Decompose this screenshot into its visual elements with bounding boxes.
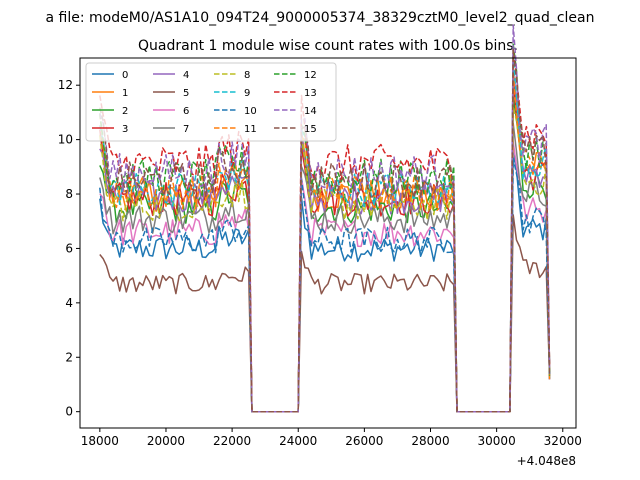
chart-title: Quadrant 1 module wise count rates with … <box>138 38 518 54</box>
x-tick-label: 20000 <box>147 434 185 448</box>
legend-label-3: 3 <box>122 124 128 135</box>
series-line-15 <box>99 48 551 413</box>
legend-label-9: 9 <box>244 88 250 99</box>
legend-label-0: 0 <box>122 70 128 81</box>
legend-label-14: 14 <box>304 106 317 117</box>
legend-label-8: 8 <box>244 70 250 81</box>
y-tick-label: 12 <box>58 78 73 92</box>
x-tick-label: 24000 <box>279 434 317 448</box>
y-tick-label: 2 <box>65 350 73 364</box>
figure-suptitle: a file: modeM0/AS1A10_094T24_9000005374_… <box>46 10 595 26</box>
legend-box <box>85 62 337 142</box>
legend-label-7: 7 <box>183 124 189 135</box>
x-tick-label: 28000 <box>411 434 449 448</box>
legend-label-6: 6 <box>183 106 189 117</box>
y-tick-label: 0 <box>65 405 73 419</box>
x-tick-label: 26000 <box>345 434 383 448</box>
y-tick-label: 10 <box>58 133 73 147</box>
series-layer <box>99 24 551 413</box>
legend-label-4: 4 <box>183 70 189 81</box>
x-tick-label: 18000 <box>81 434 119 448</box>
series-line-5 <box>99 214 551 413</box>
x-tick-label: 32000 <box>544 434 582 448</box>
y-tick-label: 4 <box>65 296 73 310</box>
legend-label-1: 1 <box>122 88 128 99</box>
legend-label-12: 12 <box>304 70 317 81</box>
series-line-8 <box>99 105 551 413</box>
y-axis: 0 2 4 6 8 10 12 <box>58 78 80 419</box>
legend-label-2: 2 <box>122 106 128 117</box>
y-tick-label: 6 <box>65 241 73 255</box>
legend-label-5: 5 <box>183 88 189 99</box>
x-axis: 18000 20000 22000 24000 26000 28000 30000 32000 <box>81 428 582 448</box>
x-offset-text: +4.048e8 <box>517 454 576 468</box>
legend-label-15: 15 <box>304 124 317 135</box>
x-tick-label: 30000 <box>478 434 516 448</box>
legend-label-10: 10 <box>244 106 257 117</box>
legend-label-11: 11 <box>244 124 257 135</box>
plot-area-frame <box>79 57 577 429</box>
x-tick-label: 22000 <box>213 434 251 448</box>
series-line-14 <box>99 24 551 413</box>
y-tick-label: 8 <box>65 187 73 201</box>
legend-label-13: 13 <box>304 88 317 99</box>
